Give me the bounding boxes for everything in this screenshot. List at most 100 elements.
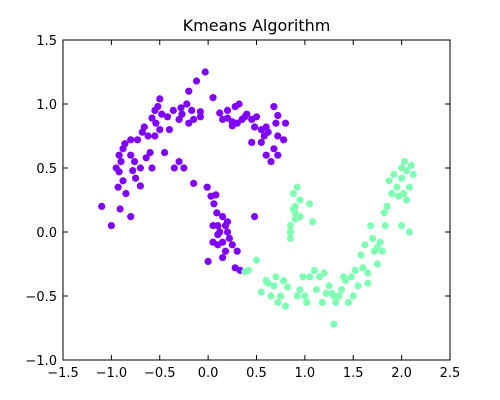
data-point <box>119 177 127 185</box>
data-point <box>301 292 309 300</box>
data-point <box>361 241 369 249</box>
data-point <box>121 140 129 148</box>
data-point <box>178 110 186 118</box>
data-point <box>325 282 333 290</box>
data-point <box>341 277 350 285</box>
data-point <box>203 183 211 191</box>
data-point <box>274 111 282 120</box>
data-point <box>177 104 185 112</box>
data-point <box>400 158 409 166</box>
data-point <box>144 132 152 140</box>
data-point <box>210 200 218 208</box>
data-point <box>402 196 411 204</box>
data-point <box>185 119 193 127</box>
data-point <box>393 183 401 191</box>
data-point <box>251 213 259 221</box>
data-point <box>188 106 196 114</box>
data-point <box>398 222 406 230</box>
y-tick-label: −0.5 <box>25 290 57 305</box>
y-tick-label: 0.5 <box>36 162 57 177</box>
data-point <box>270 145 278 153</box>
data-point <box>357 251 365 259</box>
data-point <box>315 273 323 281</box>
data-point <box>380 209 388 217</box>
data-point <box>214 231 222 239</box>
data-point <box>132 174 140 182</box>
data-point <box>251 123 259 131</box>
data-point <box>291 202 299 210</box>
data-point <box>243 110 251 118</box>
data-point <box>338 286 346 294</box>
data-point <box>117 158 125 166</box>
data-point <box>281 119 290 127</box>
x-tick-label: 1.0 <box>295 366 316 381</box>
data-point <box>175 158 183 166</box>
data-point <box>373 260 381 268</box>
data-point <box>354 282 362 290</box>
x-tick-label: −1.5 <box>47 366 79 381</box>
data-point <box>170 164 178 172</box>
data-point <box>388 190 396 198</box>
data-point <box>248 138 256 146</box>
data-point <box>378 247 386 255</box>
data-point <box>252 113 261 121</box>
data-point <box>344 298 352 306</box>
data-point <box>209 238 217 246</box>
data-point <box>274 298 282 306</box>
data-point <box>235 100 243 108</box>
data-point <box>407 161 415 169</box>
data-point <box>280 136 288 144</box>
data-point <box>364 269 372 277</box>
data-point <box>245 266 253 274</box>
plot-frame <box>62 39 451 361</box>
x-tick-label: 2.0 <box>391 366 412 381</box>
data-point <box>264 279 272 287</box>
data-point <box>286 234 294 242</box>
data-point <box>289 190 297 198</box>
data-point <box>209 222 217 230</box>
data-point <box>151 106 159 114</box>
data-point <box>152 119 160 127</box>
data-point <box>390 170 398 178</box>
data-points <box>98 68 417 328</box>
data-point <box>381 222 389 230</box>
data-point <box>280 277 288 285</box>
data-point <box>185 87 193 95</box>
data-point <box>133 136 142 144</box>
data-point <box>156 126 164 134</box>
data-point <box>272 273 280 281</box>
data-point <box>98 202 106 210</box>
data-point <box>318 298 326 306</box>
data-point <box>293 292 301 300</box>
data-point <box>158 110 166 118</box>
data-point <box>225 234 233 242</box>
data-point <box>228 241 236 249</box>
data-point <box>148 164 156 172</box>
data-point <box>122 190 130 198</box>
x-tick-label: −1.0 <box>96 366 128 381</box>
data-point <box>312 286 321 294</box>
data-point <box>274 151 282 159</box>
data-point <box>385 177 393 185</box>
data-point <box>233 247 241 255</box>
data-point <box>296 286 304 294</box>
data-point <box>257 288 265 296</box>
x-tick-label: 2.5 <box>440 366 461 381</box>
data-point <box>161 149 169 157</box>
data-point <box>347 273 355 281</box>
data-point <box>204 257 212 265</box>
data-point <box>322 289 330 297</box>
data-point <box>131 158 139 166</box>
data-point <box>223 106 232 114</box>
data-point <box>286 222 294 230</box>
data-point <box>383 202 391 210</box>
data-point <box>283 283 292 291</box>
data-point <box>405 228 413 236</box>
data-point <box>151 132 159 140</box>
data-point <box>299 273 307 281</box>
data-point <box>136 164 144 172</box>
data-point <box>223 114 232 122</box>
axis-ticks: −1.5 −1.0 −0.5 0.0 0.5 1.0 1.5 2.0 2.5−1.0−0.50.… <box>25 34 460 381</box>
data-point <box>216 109 224 117</box>
